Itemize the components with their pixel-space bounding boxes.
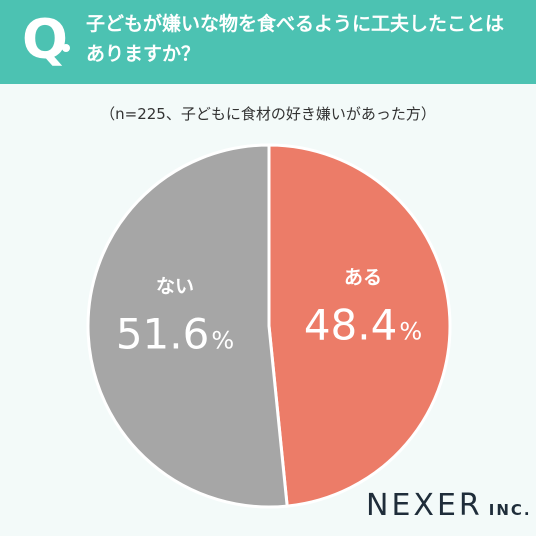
sample-note: （n=225、子どもに食材の好き嫌いがあった方） xyxy=(100,105,436,123)
header-banner: Q 子どもが嫌いな物を食べるように工夫したことはありますか？ xyxy=(0,0,536,84)
slice-value-0: 48.4% xyxy=(304,300,422,349)
slice-label-0: ある xyxy=(344,266,382,288)
question-text: 子どもが嫌いな物を食べるように工夫したことはありますか？ xyxy=(86,13,505,65)
question-mark-dot xyxy=(62,44,70,52)
pie-slice-1 xyxy=(86,143,289,509)
brand-suffix: INC. xyxy=(488,501,532,519)
question-mark-label: Q xyxy=(22,8,68,71)
slice-value-1: 51.6% xyxy=(116,310,234,359)
brand-logo: NEXER INC. xyxy=(366,488,532,523)
pie-slice-0 xyxy=(267,143,452,508)
slice-label-1: ない xyxy=(156,276,194,298)
brand-name: NEXER xyxy=(366,488,483,523)
